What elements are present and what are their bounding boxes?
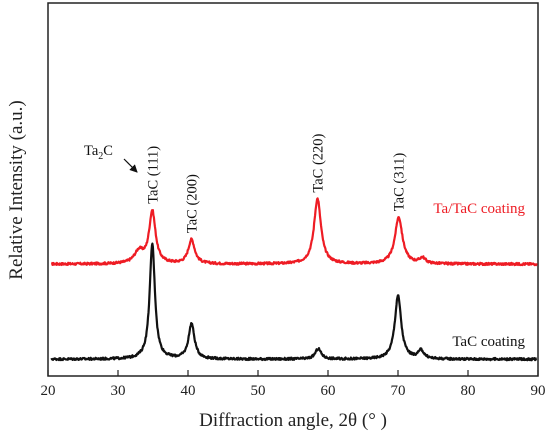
series-label-0: Ta/TaC coating — [433, 201, 525, 217]
plot-frame — [47, 2, 539, 377]
annotation-arrow — [123, 158, 138, 173]
x-axis-title: Diffraction angle, 2θ (° ) — [199, 410, 387, 431]
peak-label: TaC (311) — [392, 153, 408, 212]
x-tick-label: 70 — [391, 383, 406, 399]
peak-label: TaC (111) — [145, 146, 161, 204]
x-tick-label: 30 — [111, 383, 126, 399]
series-label-1: TaC coating — [452, 334, 525, 350]
x-tick-label: 40 — [181, 383, 196, 399]
series-line-0 — [50, 197, 538, 267]
y-axis-title: Relative Intensity (a.u.) — [6, 100, 27, 279]
series-labels-layer: Ta/TaC coating TaC coating — [433, 201, 525, 350]
x-tick-label: 20 — [41, 383, 56, 399]
plot-area — [47, 2, 539, 377]
peak-label: TaC (200) — [185, 174, 201, 233]
ta2c-annotation: Ta2C — [84, 143, 113, 162]
peak-labels-layer: TaC (111) TaC (200) TaC (220) TaC (311) — [145, 133, 407, 233]
x-tick-label: 50 — [251, 383, 266, 399]
x-axis: 20 30 40 50 60 70 80 90 — [41, 370, 546, 399]
annotations-layer: Ta2C — [84, 143, 138, 173]
series-line-1 — [50, 242, 538, 362]
x-tick-label: 60 — [321, 383, 336, 399]
series-layer — [50, 197, 538, 362]
peak-label: TaC (220) — [311, 133, 327, 192]
x-tick-label: 90 — [531, 383, 546, 399]
x-tick-label: 80 — [461, 383, 476, 399]
